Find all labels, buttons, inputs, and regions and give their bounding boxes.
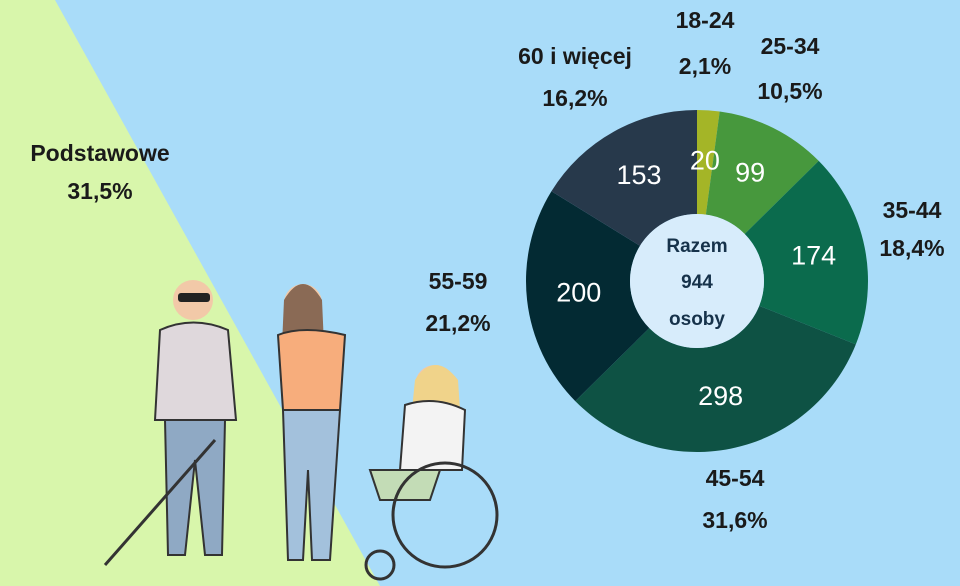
center-total: 944: [681, 272, 713, 293]
segment-count: 99: [735, 158, 765, 188]
segment-count: 153: [616, 160, 661, 190]
segment-count: 20: [690, 145, 720, 175]
percent-label: 21,2%: [425, 310, 490, 336]
percent-label: 2,1%: [679, 53, 731, 79]
category-label: 55-59: [429, 268, 488, 294]
annotation-percent: 31,5%: [67, 178, 132, 204]
category-label: 45-54: [706, 465, 765, 491]
segment-count: 200: [556, 278, 601, 308]
category-label: 25-34: [761, 33, 820, 59]
percent-label: 10,5%: [757, 78, 822, 104]
category-label: 18-24: [676, 7, 735, 33]
segment-count: 174: [791, 241, 836, 271]
center-title: Razem: [666, 236, 727, 257]
percent-label: 31,6%: [702, 507, 767, 533]
category-label: 60 i więcej: [518, 43, 632, 69]
category-label: 35-44: [883, 197, 942, 223]
center-unit: osoby: [669, 309, 725, 330]
segment-count: 298: [698, 381, 743, 411]
annotation-label: Podstawowe: [30, 140, 169, 166]
percent-label: 16,2%: [542, 85, 607, 111]
percent-label: 18,4%: [879, 235, 944, 261]
infographic: Podstawowe 31,5% Razem 944 osoby 20 18-24…: [0, 0, 960, 586]
